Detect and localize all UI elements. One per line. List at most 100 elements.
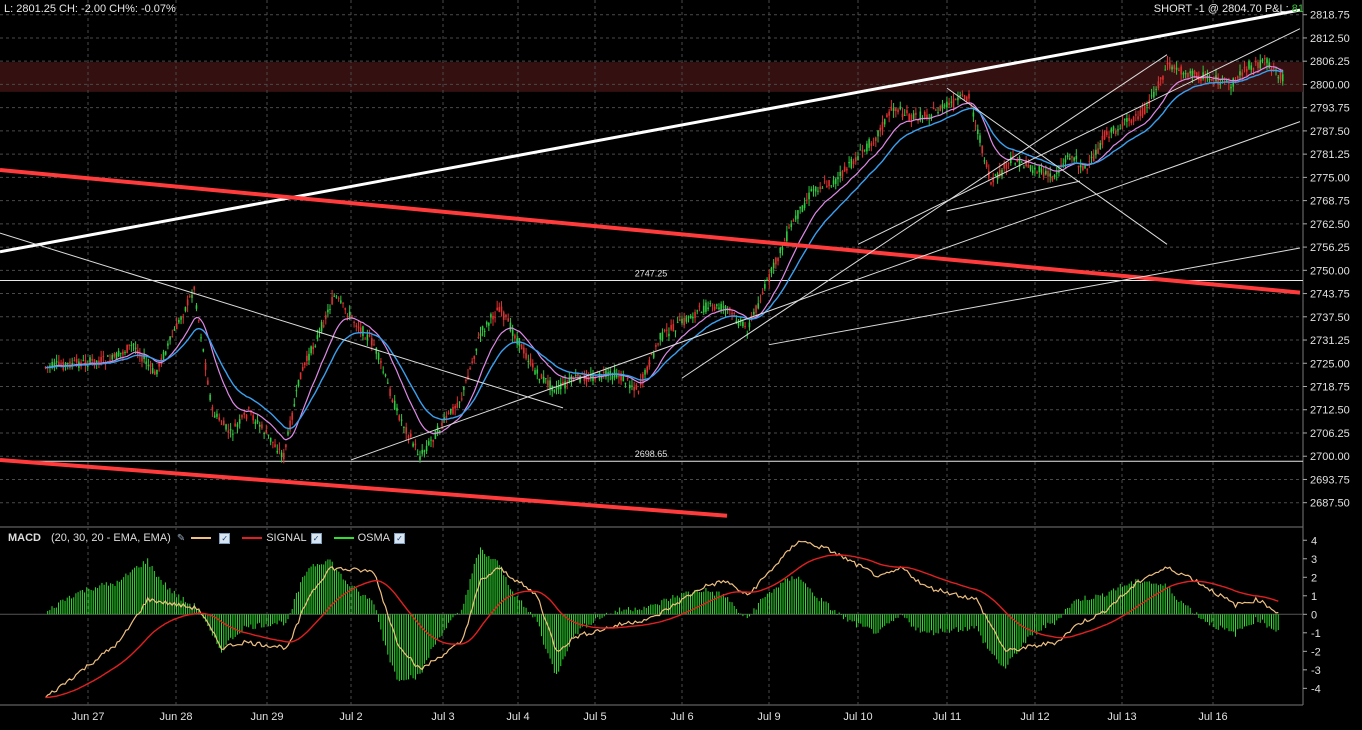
candle-body bbox=[707, 307, 709, 310]
candle-body bbox=[540, 374, 543, 379]
candle-body bbox=[91, 358, 94, 361]
candle-body bbox=[220, 423, 223, 425]
candle-body bbox=[320, 322, 323, 332]
candle-body bbox=[857, 156, 859, 161]
candle-body bbox=[670, 325, 672, 330]
candle-body bbox=[908, 114, 910, 121]
candle-body bbox=[46, 366, 49, 368]
candle-body bbox=[410, 433, 412, 437]
candle-body bbox=[236, 424, 239, 427]
candle-body bbox=[340, 300, 342, 303]
candle-body bbox=[954, 99, 957, 101]
wrench-icon[interactable]: ✎ bbox=[176, 532, 186, 544]
candle-body bbox=[73, 360, 76, 362]
candle-body bbox=[382, 371, 384, 373]
macd-tick-label: -4 bbox=[1311, 683, 1321, 695]
candle-body bbox=[1164, 69, 1167, 71]
candle-body bbox=[1248, 61, 1250, 69]
position-text: SHORT -1 @ 2804.70 P&L: bbox=[1153, 3, 1292, 15]
candle-body bbox=[834, 178, 837, 184]
candle-body bbox=[117, 350, 120, 357]
candle-body bbox=[1128, 117, 1130, 122]
candle-body bbox=[848, 161, 850, 164]
candle-body bbox=[1029, 164, 1032, 170]
candle-body bbox=[1166, 62, 1169, 65]
candle-body bbox=[1189, 71, 1192, 74]
candle-body bbox=[631, 385, 633, 387]
candle-body bbox=[353, 321, 355, 323]
candle-body bbox=[676, 322, 679, 324]
candle-body bbox=[327, 309, 329, 313]
candle-body bbox=[702, 305, 705, 313]
candle-body bbox=[711, 305, 714, 307]
candle-body bbox=[562, 381, 564, 385]
candle-body bbox=[86, 365, 89, 367]
candle-body bbox=[492, 315, 494, 320]
candle-body bbox=[232, 433, 234, 435]
candle-body bbox=[910, 114, 913, 121]
candle-body bbox=[269, 437, 272, 442]
candle-body bbox=[1254, 61, 1257, 63]
signal-checkbox[interactable]: ✓ bbox=[310, 532, 322, 544]
candle-body bbox=[289, 420, 291, 431]
candle-body bbox=[1219, 83, 1222, 85]
candle-body bbox=[211, 407, 214, 411]
candle-body bbox=[988, 170, 990, 179]
candle-body bbox=[1180, 66, 1182, 75]
candle-body bbox=[1082, 166, 1084, 171]
candle-body bbox=[469, 367, 471, 370]
candle-body bbox=[759, 300, 762, 302]
candle-body bbox=[1277, 77, 1280, 79]
osma-checkbox[interactable]: ✓ bbox=[393, 532, 405, 544]
candle-body bbox=[959, 95, 961, 97]
candle-body bbox=[71, 363, 73, 366]
candle-body bbox=[1173, 65, 1176, 70]
candle-body bbox=[877, 130, 879, 137]
candle-body bbox=[265, 429, 268, 434]
price-tick-label: 2737.50 bbox=[1310, 312, 1350, 324]
candle-body bbox=[1119, 128, 1122, 130]
candle-body bbox=[888, 111, 890, 116]
candle-body bbox=[107, 355, 109, 357]
candle-body bbox=[783, 240, 786, 242]
candle-body bbox=[538, 379, 541, 381]
price-tick-label: 2806.25 bbox=[1310, 56, 1350, 68]
candle-body bbox=[939, 106, 942, 112]
candle-body bbox=[901, 113, 904, 118]
candle-body bbox=[642, 374, 644, 383]
candle-body bbox=[957, 97, 959, 101]
candle-body bbox=[263, 433, 265, 435]
candle-body bbox=[895, 108, 897, 111]
candle-body bbox=[483, 330, 486, 332]
macd-tick-label: -2 bbox=[1311, 646, 1321, 658]
candle-body bbox=[322, 325, 325, 327]
trendline bbox=[946, 180, 1081, 212]
macd-checkbox[interactable]: ✓ bbox=[219, 532, 231, 544]
trendline bbox=[681, 54, 1168, 379]
candle-body bbox=[254, 421, 257, 424]
candle-body bbox=[681, 318, 683, 324]
candle-body bbox=[1204, 77, 1207, 79]
candle-body bbox=[968, 93, 970, 99]
candle-body bbox=[93, 359, 96, 367]
candle-body bbox=[134, 347, 137, 350]
candle-body bbox=[169, 336, 171, 340]
candle-body bbox=[981, 145, 983, 154]
candle-body bbox=[69, 361, 71, 369]
price-tick-label: 2693.75 bbox=[1310, 474, 1350, 486]
candle-body bbox=[1007, 162, 1010, 164]
candle-body bbox=[1040, 168, 1043, 173]
candle-body bbox=[414, 443, 417, 446]
candle-body bbox=[175, 323, 178, 330]
candle-body bbox=[808, 192, 810, 200]
price-grid bbox=[0, 14, 1303, 504]
candle-body bbox=[1162, 76, 1164, 80]
candle-body bbox=[644, 370, 646, 375]
candle-body bbox=[325, 315, 327, 319]
candle-body bbox=[1084, 165, 1086, 169]
price-tick-label: 2743.75 bbox=[1310, 289, 1350, 301]
trendline bbox=[350, 121, 1301, 461]
candle-body bbox=[943, 105, 946, 107]
candle-body bbox=[1157, 81, 1160, 89]
